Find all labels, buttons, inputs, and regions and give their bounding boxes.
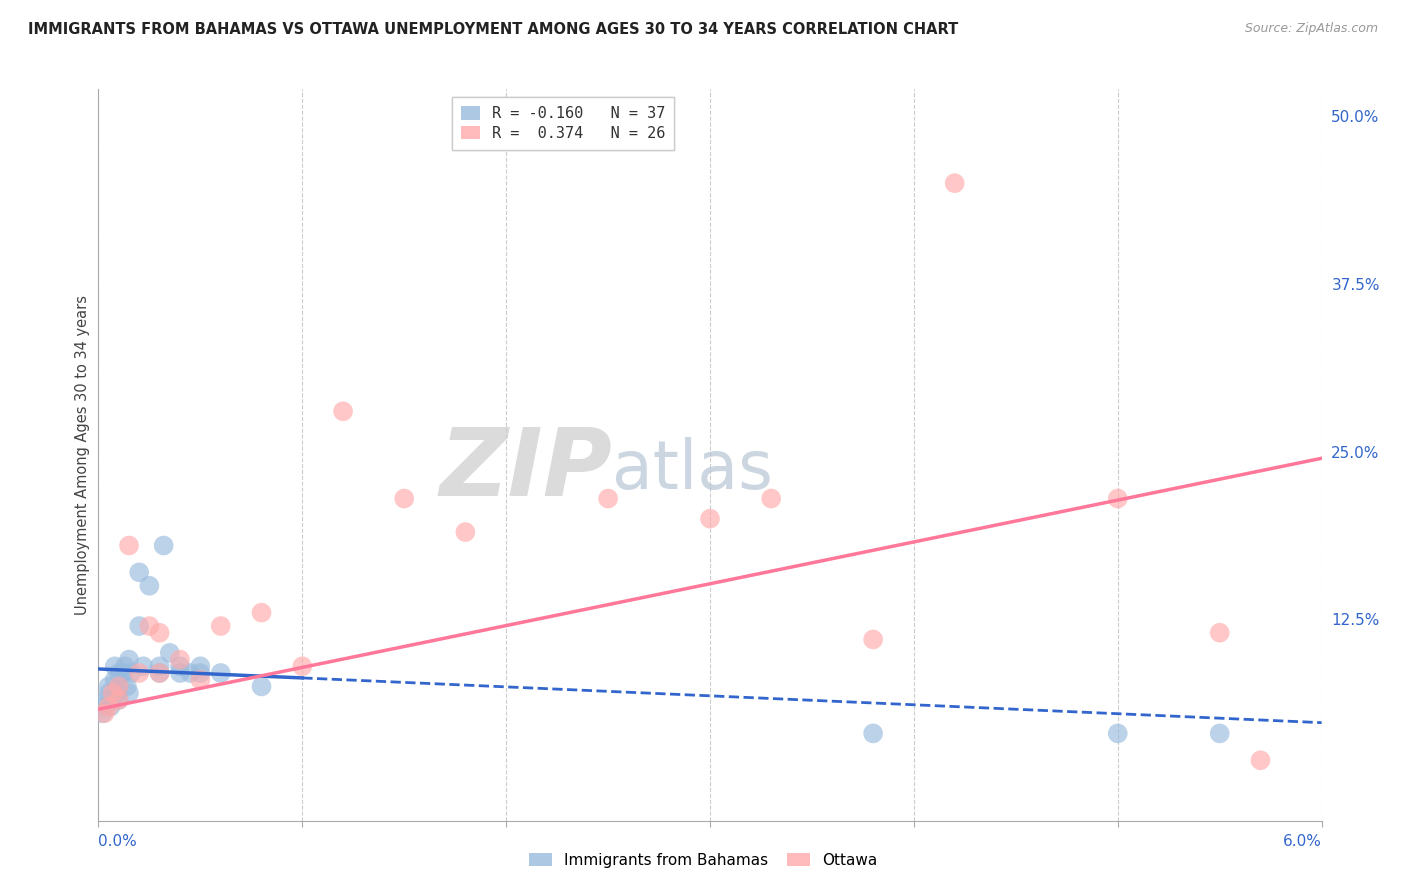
Point <box>1107 491 1129 506</box>
Point <box>100 699 122 714</box>
Point <box>761 491 783 506</box>
Point <box>93 706 115 721</box>
Point <box>108 665 131 680</box>
Point <box>1249 753 1271 767</box>
Legend: R = -0.160   N = 37, R =  0.374   N = 26: R = -0.160 N = 37, R = 0.374 N = 26 <box>453 97 675 150</box>
Point <box>96 693 118 707</box>
Point <box>108 680 131 694</box>
Legend: Immigrants from Bahamas, Ottawa: Immigrants from Bahamas, Ottawa <box>522 845 884 875</box>
Point <box>209 619 232 633</box>
Point <box>943 176 966 190</box>
Point <box>862 632 884 647</box>
Point <box>392 491 416 506</box>
Point <box>115 680 138 694</box>
Point <box>138 579 160 593</box>
Point <box>179 665 201 680</box>
Point <box>91 706 114 721</box>
Point <box>108 693 131 707</box>
Point <box>862 726 884 740</box>
Point <box>118 539 141 553</box>
Point <box>332 404 354 418</box>
Point <box>250 680 273 694</box>
Point <box>1107 726 1129 740</box>
Point <box>104 659 127 673</box>
Point <box>169 652 191 666</box>
Point <box>169 659 191 673</box>
Point <box>149 659 172 673</box>
Point <box>149 665 172 680</box>
Point <box>97 680 120 694</box>
Point <box>101 686 124 700</box>
Point <box>128 566 150 580</box>
Point <box>111 665 134 680</box>
Point <box>128 665 150 680</box>
Point <box>188 673 212 687</box>
Point <box>188 659 212 673</box>
Point <box>93 699 115 714</box>
Point <box>108 693 131 707</box>
Point <box>152 539 174 553</box>
Point <box>101 693 124 707</box>
Text: 6.0%: 6.0% <box>1282 834 1322 849</box>
Point <box>105 686 128 700</box>
Y-axis label: Unemployment Among Ages 30 to 34 years: Unemployment Among Ages 30 to 34 years <box>75 295 90 615</box>
Point <box>209 665 232 680</box>
Point <box>132 659 155 673</box>
Text: IMMIGRANTS FROM BAHAMAS VS OTTAWA UNEMPLOYMENT AMONG AGES 30 TO 34 YEARS CORRELA: IMMIGRANTS FROM BAHAMAS VS OTTAWA UNEMPL… <box>28 22 959 37</box>
Point <box>104 673 127 687</box>
Point <box>97 699 120 714</box>
Point <box>169 665 191 680</box>
Point <box>108 680 131 694</box>
Point <box>120 665 142 680</box>
Point <box>1208 625 1232 640</box>
Text: Source: ZipAtlas.com: Source: ZipAtlas.com <box>1244 22 1378 36</box>
Point <box>699 511 721 525</box>
Point <box>128 619 150 633</box>
Point <box>291 659 314 673</box>
Text: 0.0%: 0.0% <box>98 834 138 849</box>
Text: ZIP: ZIP <box>439 424 612 516</box>
Point <box>250 606 273 620</box>
Point <box>159 646 181 660</box>
Point <box>1208 726 1232 740</box>
Point <box>118 652 141 666</box>
Point <box>188 665 212 680</box>
Point <box>598 491 620 506</box>
Point <box>138 619 160 633</box>
Point <box>97 686 120 700</box>
Point <box>149 625 172 640</box>
Point <box>149 665 172 680</box>
Text: atlas: atlas <box>612 436 773 502</box>
Point <box>114 659 136 673</box>
Point <box>454 525 477 540</box>
Point <box>118 686 141 700</box>
